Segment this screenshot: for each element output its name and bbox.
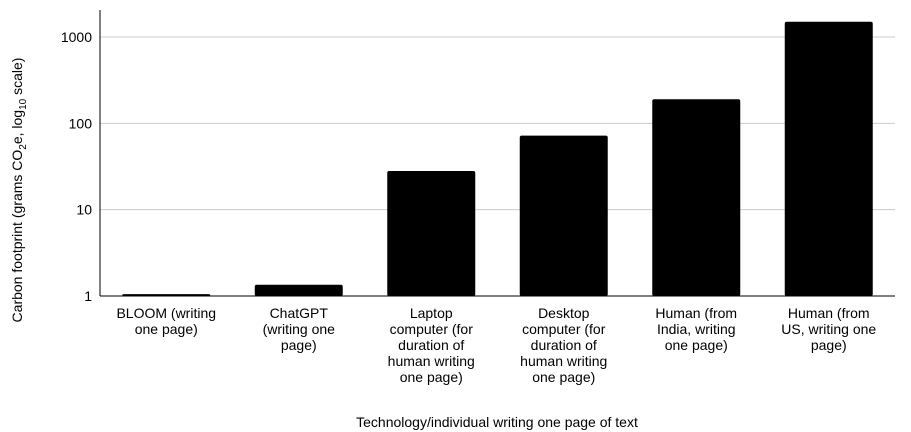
x-category-label-line: computer (for xyxy=(390,321,474,337)
x-category-label-line: human writing xyxy=(520,353,607,369)
category-labels: BLOOM (writing one page)ChatGPT (writing o… xyxy=(116,305,876,385)
x-category-label: Laptop computer (for duration of human writ… xyxy=(388,305,475,385)
x-category-label-line: Human (from xyxy=(655,305,737,321)
y-axis-label-part: Carbon footprint (grams CO xyxy=(9,150,25,323)
x-category-label-line: page) xyxy=(811,337,847,353)
y-tick-label: 1 xyxy=(84,288,92,304)
bar xyxy=(652,99,741,296)
x-category-label-line: Human (from xyxy=(788,305,870,321)
y-axis-ticks: 1 10 100 1000 xyxy=(61,29,92,304)
x-category-label-line: ChatGPT xyxy=(270,305,329,321)
x-category-label: Human (from US, writing one page) xyxy=(781,305,876,353)
bar xyxy=(254,284,343,296)
x-axis-label: Technology/individual writing one page o… xyxy=(356,414,638,430)
x-category-label-line: duration of xyxy=(531,337,597,353)
x-category-label-line: Laptop xyxy=(410,305,453,321)
y-axis-label-subscript: 2 xyxy=(18,144,29,150)
y-axis-label-subscript: 10 xyxy=(18,98,29,110)
y-tick-label: 10 xyxy=(76,202,92,218)
x-category-label-line: US, writing one xyxy=(781,321,876,337)
gridlines xyxy=(100,36,895,297)
bar xyxy=(387,171,476,296)
y-axis-label: Carbon footprint (grams CO2e, log10 scal… xyxy=(9,58,29,323)
x-category-label-line: one page) xyxy=(665,337,728,353)
x-category-label: Human (from India, writing one page) xyxy=(655,305,737,353)
bar xyxy=(519,135,608,296)
x-category-label-line: computer (for xyxy=(522,321,606,337)
x-category-label-line: one page) xyxy=(135,321,198,337)
y-tick-label: 1000 xyxy=(61,29,92,45)
x-category-label-line: one page) xyxy=(532,369,595,385)
x-category-label-line: BLOOM (writing xyxy=(116,305,216,321)
y-axis-label-part: scale) xyxy=(9,58,25,99)
x-category-label-line: (writing one xyxy=(263,321,336,337)
x-category-label-line: Desktop xyxy=(538,305,590,321)
x-category-label: ChatGPT (writing one page) xyxy=(263,305,336,353)
x-category-label-line: duration of xyxy=(398,337,464,353)
x-category-label-line: page) xyxy=(281,337,317,353)
x-category-label-line: one page) xyxy=(400,369,463,385)
x-category-label-line: human writing xyxy=(388,353,475,369)
y-tick-label: 100 xyxy=(69,115,93,131)
x-category-label: Desktop computer (for duration of human wri… xyxy=(520,305,607,385)
bar xyxy=(784,21,873,296)
bars xyxy=(122,21,873,296)
x-category-label-line: India, writing xyxy=(657,321,736,337)
bar xyxy=(122,294,211,296)
x-category-label: BLOOM (writing one page) xyxy=(116,305,216,337)
y-axis-label-part: e, log xyxy=(9,110,25,144)
